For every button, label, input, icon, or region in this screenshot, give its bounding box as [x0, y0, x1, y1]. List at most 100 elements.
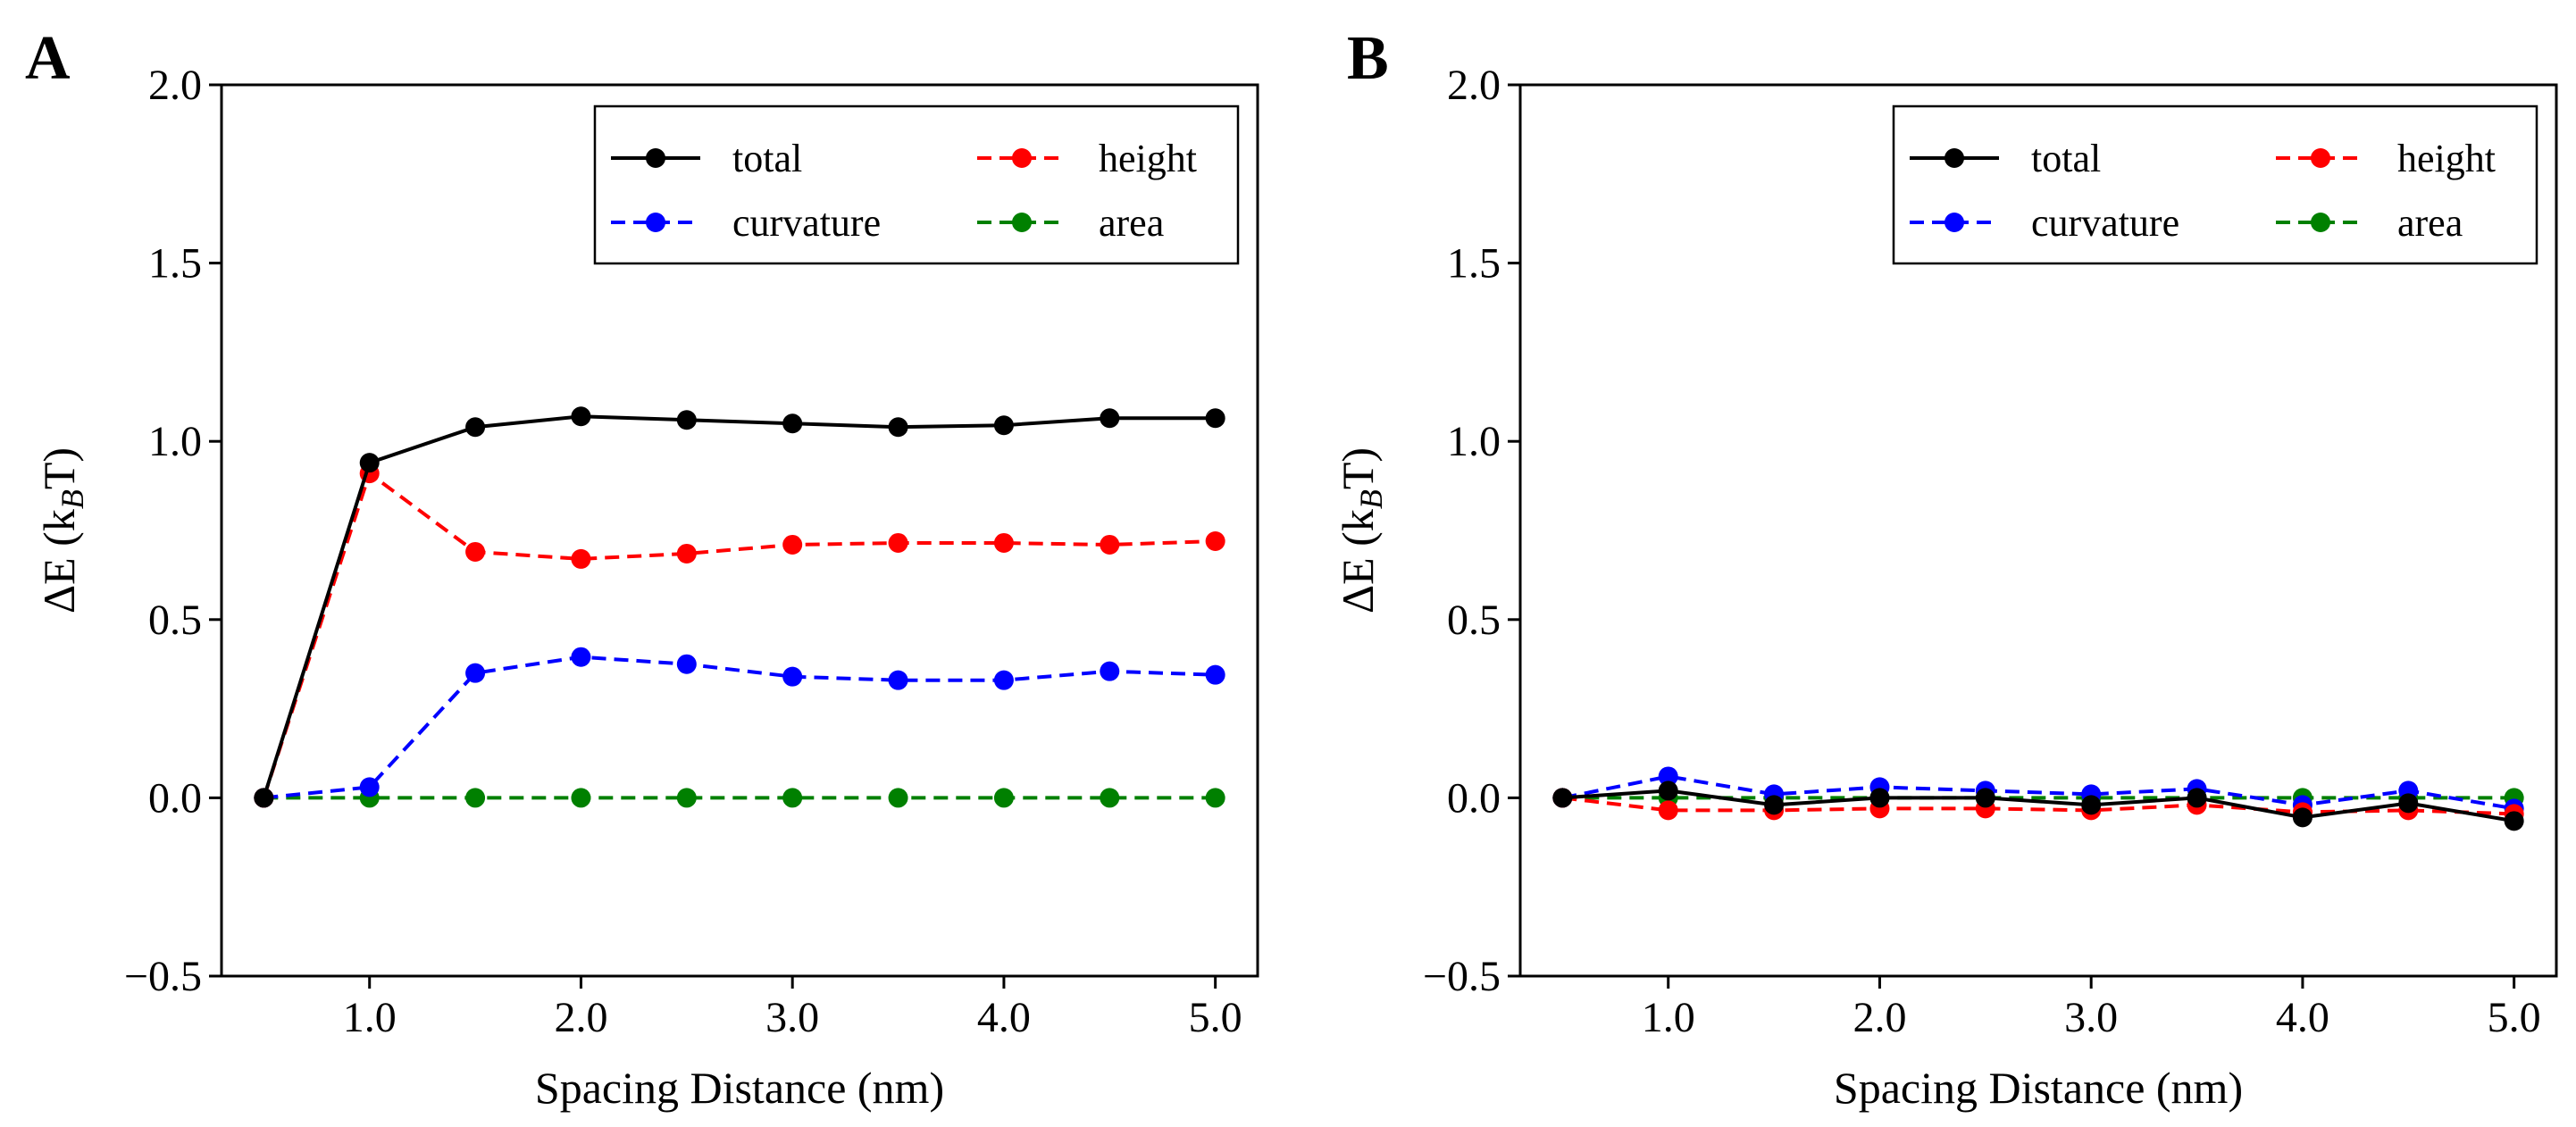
data-point-area-a	[571, 788, 591, 808]
y-tick-label-a: 2.0	[148, 62, 202, 109]
y-tick-label-a: −0.5	[124, 953, 202, 1000]
x-axis-label-b: Spacing Distance (nm)	[1834, 1063, 2243, 1113]
data-point-area-a	[676, 788, 697, 808]
legend-marker-total-b	[1945, 148, 1964, 168]
legend-box-b	[1892, 104, 2538, 265]
data-point-curvature-a	[571, 647, 591, 667]
legend-marker-curvature-b	[1945, 213, 1964, 232]
legend-marker-area-a	[1012, 213, 1032, 232]
data-point-curvature-a	[782, 666, 803, 687]
legend-marker-curvature-a	[646, 213, 665, 232]
legend-marker-area-b	[2311, 213, 2330, 232]
data-point-curvature-a	[676, 654, 697, 674]
data-point-area-a	[1205, 788, 1225, 808]
plot-frame-a	[220, 83, 1259, 978]
x-tick-label-b: 4.0	[2276, 994, 2329, 1041]
x-tick-label-b: 1.0	[1642, 994, 1695, 1041]
x-tick-label-b: 5.0	[2488, 994, 2541, 1041]
data-point-total-b	[1658, 781, 1678, 801]
y-tick-label-a: 0.5	[148, 597, 202, 644]
panel-b: B 1.0 2.0 3.0 4.0 5.0 −0.5 0.0 0.5 1.0 1.5 2.0 tot…	[1333, 24, 2558, 1113]
data-point-curvature-a	[359, 777, 380, 797]
data-point-total-b	[2504, 811, 2524, 831]
data-point-total-b	[2398, 793, 2419, 814]
x-tick-label-b: 2.0	[1853, 994, 1906, 1041]
x-tick-label-a: 2.0	[554, 994, 607, 1041]
y-axis-label-b: ΔE (kBT)	[1333, 447, 1389, 614]
data-point-height-a	[1100, 534, 1120, 555]
series-line-height-a	[262, 470, 1216, 799]
data-point-curvature-a	[1100, 661, 1120, 681]
y-tick-label-a: 1.5	[148, 240, 202, 288]
series-line-total-b	[1562, 789, 2515, 823]
data-point-total-a	[465, 417, 486, 438]
legend-label-area-b: area	[2397, 201, 2463, 245]
x-tick-label-a: 3.0	[765, 994, 819, 1041]
data-point-total-a	[782, 413, 803, 434]
data-point-curvature-a	[993, 670, 1014, 690]
data-point-area-a	[1100, 788, 1120, 808]
legend-label-curvature-a: curvature	[732, 201, 881, 245]
data-point-total-a	[254, 788, 274, 808]
data-point-area-a	[993, 788, 1014, 808]
data-point-curvature-a	[465, 663, 486, 683]
data-point-total-b	[1869, 788, 1890, 808]
data-point-area-a	[888, 788, 908, 808]
legend-marker-height-b	[2311, 148, 2330, 168]
data-point-total-b	[2081, 795, 2102, 815]
x-tick-label-a: 4.0	[977, 994, 1031, 1041]
data-point-total-a	[571, 406, 591, 427]
x-tick-label-b: 3.0	[2064, 994, 2118, 1041]
x-axis-label-a: Spacing Distance (nm)	[535, 1063, 944, 1113]
legend-label-area-a: area	[1099, 201, 1164, 245]
legend-label-total-a: total	[732, 137, 802, 180]
x-tick-label-a: 1.0	[343, 994, 397, 1041]
data-point-total-a	[359, 453, 380, 473]
data-point-height-a	[782, 534, 803, 555]
data-point-total-a	[888, 417, 908, 438]
y-axis-label-a: ΔE (kBT)	[34, 447, 90, 614]
x-tick-label-a: 5.0	[1189, 994, 1242, 1041]
y-tick-label-b: 0.5	[1447, 597, 1501, 644]
data-point-total-a	[993, 415, 1014, 436]
panel-letter-b: B	[1347, 24, 1389, 93]
series-line-total-a	[262, 414, 1216, 799]
y-tick-label-b: 0.0	[1447, 774, 1501, 822]
panel-a: A 1.0 2.0 3.0 4.0 5.0 −0.5 0.0 0.5 1.0 1.5 2.0 tot…	[25, 24, 1259, 1113]
data-point-area-a	[465, 788, 486, 808]
y-tick-label-b: 1.0	[1447, 418, 1501, 465]
panel-letter-a: A	[25, 24, 71, 93]
y-tick-label-b: 2.0	[1447, 62, 1501, 109]
data-point-total-a	[676, 410, 697, 430]
data-point-total-b	[1552, 788, 1573, 808]
legend-label-total-b: total	[2031, 137, 2101, 180]
series-line-curvature-a	[263, 655, 1216, 800]
legend-label-curvature-b: curvature	[2031, 201, 2179, 245]
legend-label-height-b: height	[2397, 137, 2496, 180]
data-point-height-b	[1658, 800, 1678, 821]
y-tick-label-b: 1.5	[1447, 240, 1501, 288]
data-point-height-a	[993, 532, 1014, 553]
data-point-total-b	[2187, 788, 2207, 808]
data-point-height-a	[571, 548, 591, 569]
series-line-curvature-b	[1561, 774, 2515, 811]
data-point-curvature-a	[1205, 664, 1225, 685]
data-point-total-a	[1205, 408, 1225, 429]
plot-frame-b	[1518, 83, 2558, 978]
legend-box-a	[593, 104, 1240, 265]
data-point-height-a	[888, 532, 908, 553]
legend-marker-total-a	[646, 148, 665, 168]
data-point-height-a	[676, 543, 697, 564]
data-point-curvature-a	[888, 670, 908, 690]
y-tick-label-b: −0.5	[1423, 953, 1501, 1000]
data-point-total-b	[1975, 788, 1995, 808]
data-point-height-a	[465, 541, 486, 562]
data-point-total-b	[2292, 807, 2313, 828]
data-point-area-a	[782, 788, 803, 808]
y-tick-label-a: 0.0	[148, 774, 202, 822]
data-point-total-b	[1764, 795, 1785, 815]
legend-label-height-a: height	[1099, 137, 1197, 180]
legend-marker-height-a	[1012, 148, 1032, 168]
data-point-height-a	[1205, 530, 1225, 551]
